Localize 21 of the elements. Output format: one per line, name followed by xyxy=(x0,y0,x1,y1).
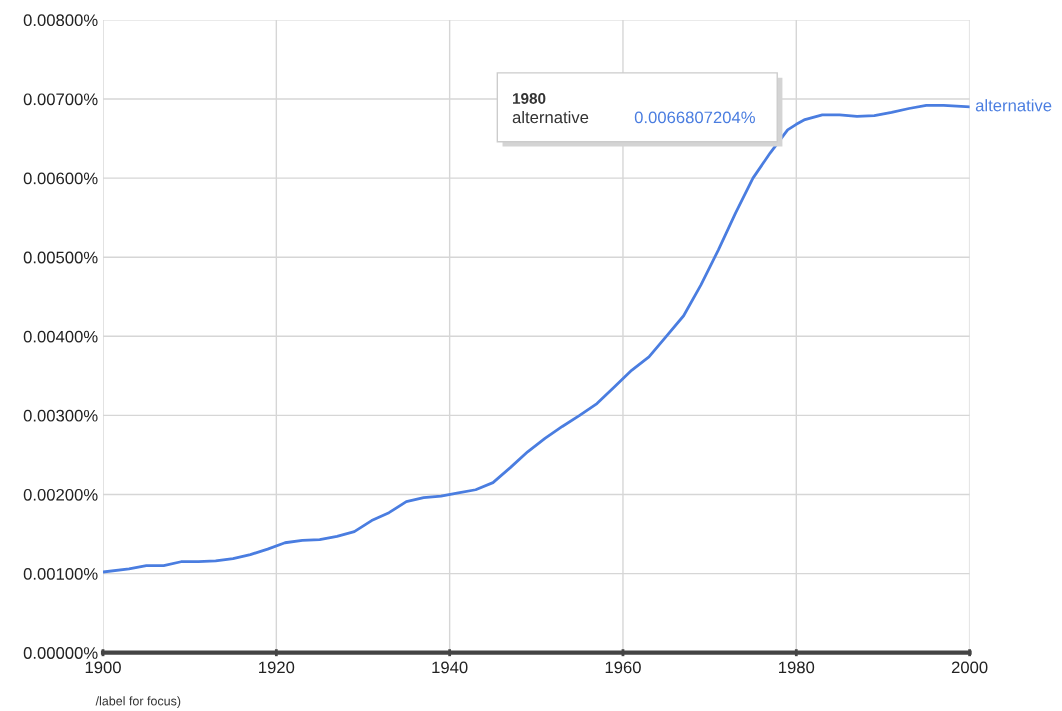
x-tick-label: 1980 xyxy=(779,661,815,674)
text: /label for focus) xyxy=(95,696,181,708)
x-tick-label: 1900 xyxy=(85,661,121,674)
annotation: 1980 xyxy=(513,93,546,104)
y-tick-label: 0.00600% xyxy=(23,172,98,185)
x-tick-label: 1940 xyxy=(432,661,468,674)
x-tick-label: 1960 xyxy=(605,661,641,674)
y-tick-label: 0.00500% xyxy=(23,251,98,264)
y-tick-label: 0.00300% xyxy=(23,409,98,422)
y-tick-label: 0.00400% xyxy=(23,330,98,343)
y-tick-label: 0.00700% xyxy=(23,93,98,106)
x-tick-label: 2000 xyxy=(951,661,988,674)
text: alternative xyxy=(512,111,589,124)
line-series xyxy=(103,103,970,574)
series-label: alternative xyxy=(975,99,1052,112)
y-tick-label: 0.00800% xyxy=(23,14,98,27)
annotation: 0.0066807204% xyxy=(634,111,755,124)
x-tick-label: 1920 xyxy=(259,661,295,674)
y-tick-label: 0.00100% xyxy=(23,568,98,580)
y-tick-label: 0.00000% xyxy=(23,647,98,659)
y-tick-label: 0.00200% xyxy=(23,488,98,501)
